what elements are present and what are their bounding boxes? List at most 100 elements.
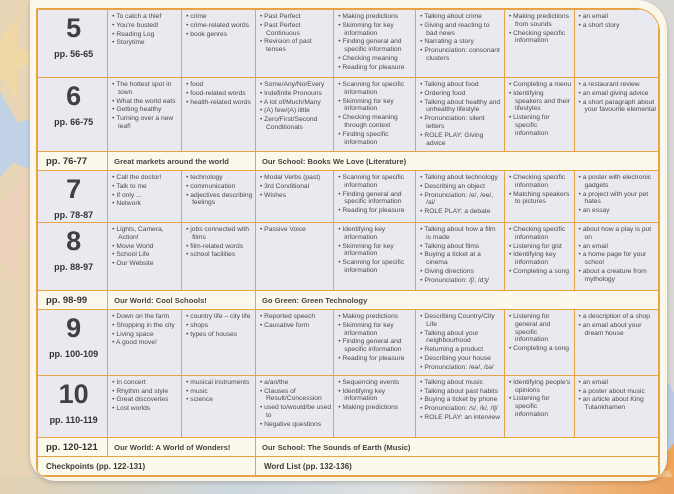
bullet-item: Clauses of Result/Concession xyxy=(260,388,331,404)
bullet-item: film-related words xyxy=(186,243,253,251)
speaking-cell: Talking about technologyDescribing an ob… xyxy=(415,170,505,223)
grammar-cell: Reported speechCausative form xyxy=(254,309,335,376)
bullet-item: Listening for specific information xyxy=(509,114,572,137)
bullet-item: Great discoveries xyxy=(112,396,179,404)
bullet-item: Reading for pleasure xyxy=(338,207,413,215)
speaking-list: Talking about foodOrdering foodTalking a… xyxy=(420,81,502,148)
bullet-item: Talking about healthy and unhealthy life… xyxy=(420,99,502,115)
vocabulary-cell: foodfood-related wordshealth-related wor… xyxy=(181,77,256,152)
bullet-item: Pronunciation: /e/, /ee/, /ai/ xyxy=(420,192,502,208)
bullet-item: Pronunciation: /eə/, /ɪə/ xyxy=(420,364,502,372)
bullet-item: You're busted! xyxy=(112,22,179,30)
bullet-item: Identifying key information xyxy=(338,388,413,404)
bullet-item: communication xyxy=(186,183,253,191)
bullet-item: ROLE PLAY: a debate xyxy=(420,208,502,216)
bullet-item: Identifying speakers and their lifestyle… xyxy=(509,90,572,113)
bullet-item: To catch a thief xyxy=(112,13,179,21)
bullet-item: ROLE PLAY: Giving advice xyxy=(420,132,502,148)
bullet-item: Revision of past tenses xyxy=(260,38,331,54)
bullet-item: Identifying people's opinions xyxy=(509,379,572,395)
bullet-item: Giving directions xyxy=(420,268,502,276)
bullet-item: Identifying key information xyxy=(509,251,572,267)
bullet-item: a project with your pet hates xyxy=(579,191,657,207)
writing-list: a restaurant reviewan email giving advic… xyxy=(579,81,657,114)
writing-cell: a restaurant reviewan email giving advic… xyxy=(573,77,659,152)
vocabulary-list: musical instrumentsmusicscience xyxy=(186,379,253,404)
bullet-item: food-related words xyxy=(186,90,253,98)
band-right-title: Go Green: Green Technology xyxy=(254,290,659,310)
bullet-item: types of houses xyxy=(186,331,253,339)
syllabus-table: 5 pp. 56-65 To catch a thiefYou're buste… xyxy=(36,8,660,477)
bullet-item: an email about your dream house xyxy=(579,322,657,338)
interlude-row: pp. 76-77 Great markets around the world… xyxy=(37,151,659,171)
bullet-item: 3rd Conditional xyxy=(260,183,331,191)
vocabulary-list: country life – city lifeshopstypes of ho… xyxy=(186,313,253,338)
bullet-item: science xyxy=(186,396,253,404)
bullet-item: (A) few/(A) little xyxy=(260,107,331,115)
bullet-item: Passive Voice xyxy=(260,226,331,234)
bullet-item: Reported speech xyxy=(260,313,331,321)
grammar-list: Past PerfectPast Perfect ContinuousRevis… xyxy=(260,13,331,54)
unit-cell: 8 pp. 88-97 xyxy=(37,222,109,291)
band-pages: pp. 76-77 xyxy=(37,151,109,171)
bullet-item: crime xyxy=(186,13,253,21)
listening-list: Listening for general and specific infor… xyxy=(509,313,572,353)
listening-cell: Making predictions from soundsChecking s… xyxy=(503,9,575,78)
bullet-item: an email xyxy=(579,243,657,251)
bullet-item: Checking meaning through context xyxy=(338,114,413,130)
reading-cell: Sequencing eventsIdentifying key informa… xyxy=(333,374,417,438)
unit-pages: pp. 66-75 xyxy=(54,117,94,127)
listening-cell: Completing a menuIdentifying speakers an… xyxy=(503,77,575,152)
bullet-item: Wishes xyxy=(260,192,331,200)
bullet-item: Returning a product xyxy=(420,346,502,354)
reading-list: Identifying key informationSkimming for … xyxy=(338,226,413,275)
bullet-item: Finding general and specific information xyxy=(338,38,413,54)
bullet-item: an email xyxy=(579,379,657,387)
speaking-list: Describing Country/City LifeTalking abou… xyxy=(420,313,502,372)
grammar-list: Some/Any/No/EveryIndefinite PronounsA lo… xyxy=(260,81,331,132)
bullet-item: Talking about food xyxy=(420,81,502,89)
bullet-item: Describing an object xyxy=(420,183,502,191)
bullet-item: Some/Any/No/Every xyxy=(260,81,331,89)
topics-cell: In concertRhythm and styleGreat discover… xyxy=(107,374,183,438)
grammar-list: a/an/theClauses of Result/Concessionused… xyxy=(260,379,331,429)
bullet-item: Pronunciation: silent letters xyxy=(420,115,502,131)
unit-row-8: 8 pp. 88-97 Lights, Camera, Action!Movie… xyxy=(37,222,659,291)
bullet-item: Talking about films xyxy=(420,243,502,251)
topics-list: Down on the farmShopping in the cityLivi… xyxy=(112,313,179,347)
page-bottom-margin xyxy=(0,477,674,494)
bullet-item: Giving and reacting to bad news xyxy=(420,22,502,38)
vocabulary-cell: musical instrumentsmusicscience xyxy=(181,374,256,438)
reading-list: Making predictionsSkimming for key infor… xyxy=(338,313,413,363)
topics-cell: Down on the farmShopping in the cityLivi… xyxy=(107,309,183,376)
interlude-row: pp. 98-99 Our World: Cool Schools! Go Gr… xyxy=(37,290,659,310)
bullet-item: Talking about technology xyxy=(420,174,502,182)
reading-list: Making predictionsSkimming for key infor… xyxy=(338,13,413,72)
bullet-item: Down on the farm xyxy=(112,313,179,321)
unit-number: 10 xyxy=(58,378,89,409)
unit-number: 7 xyxy=(66,174,82,204)
bullet-item: about how a play is put on xyxy=(579,226,657,242)
speaking-list: Talking about how a film is madeTalking … xyxy=(420,226,502,285)
bullet-item: In concert xyxy=(112,379,179,387)
speaking-list: Talking about technologyDescribing an ob… xyxy=(420,174,502,216)
unit-row-6: 6 pp. 66-75 The hottest spot in townWhat… xyxy=(37,77,659,152)
topics-list: Call the doctor!Talk to meIf only ...Net… xyxy=(112,174,179,208)
bullet-item: Past Perfect xyxy=(260,13,331,21)
bullet-item: Finding general and specific information xyxy=(338,191,413,207)
bullet-item: a short story xyxy=(579,22,657,30)
word-list-label: Word List (pp. 132-136) xyxy=(254,455,659,476)
bullet-item: Describing your house xyxy=(420,355,502,363)
bullet-item: Modal Verbs (past) xyxy=(260,174,331,182)
bullet-item: Checking specific information xyxy=(509,30,572,46)
bullet-item: Rhythm and style xyxy=(112,388,179,396)
bullet-item: Completing a menu xyxy=(509,81,572,89)
bullet-item: Call the doctor! xyxy=(112,174,179,182)
unit-cell: 10 pp. 110-119 xyxy=(37,374,109,438)
bullet-item: Talk to me xyxy=(112,183,179,191)
band-pages: pp. 98-99 xyxy=(37,290,109,310)
bullet-item: Making predictions xyxy=(338,13,413,21)
vocabulary-cell: jobs connected with filmsfilm-related wo… xyxy=(181,222,256,291)
bullet-item: Matching speakers to pictures xyxy=(509,191,572,207)
bullet-item: country life – city life xyxy=(186,313,253,321)
